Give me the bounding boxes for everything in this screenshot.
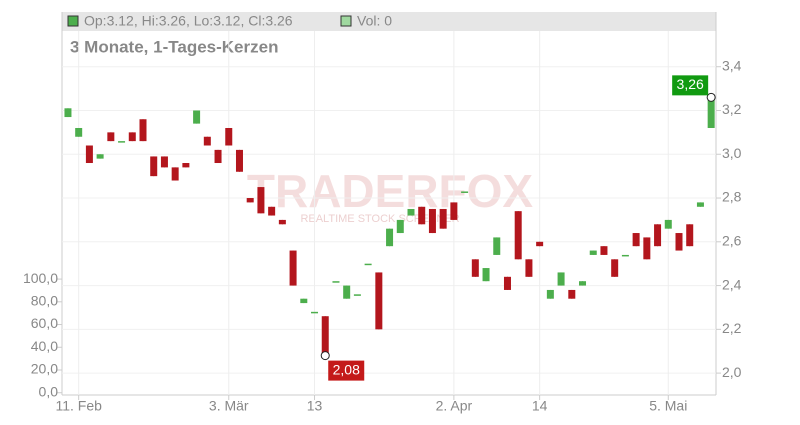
y-tick-label: 2,0	[722, 364, 742, 380]
y-tick-label: 2,8	[722, 189, 742, 205]
candle-body	[246, 198, 254, 203]
candle-body	[225, 127, 233, 146]
candle-body	[654, 224, 662, 247]
candle-body	[696, 202, 704, 207]
candle-body	[118, 141, 126, 143]
legend-volume: Vol: 0	[357, 13, 392, 29]
y2-tick-label: 80,0	[31, 293, 58, 309]
candle-body	[621, 254, 629, 257]
candle-body	[428, 208, 436, 234]
candle-body	[64, 108, 72, 118]
candle-body	[235, 149, 243, 172]
candle-body	[364, 263, 372, 266]
candle-body	[536, 241, 544, 247]
candle-body	[471, 259, 479, 277]
y-tick-label: 2,2	[722, 320, 742, 336]
candle-body	[439, 208, 447, 229]
candle-body	[311, 311, 319, 314]
candle-body	[557, 272, 565, 286]
legend-swatch	[340, 15, 352, 27]
candle-body	[85, 145, 93, 164]
candle-body	[546, 289, 554, 299]
candle-body	[182, 163, 190, 168]
candle-body	[482, 268, 490, 282]
y-tick-label: 3,0	[722, 145, 742, 161]
y2-tick-label: 0,0	[39, 383, 59, 399]
y2-tick-label: 100,0	[23, 270, 58, 286]
candle-body	[214, 149, 222, 164]
candle-body	[203, 136, 211, 146]
legend-bar	[62, 12, 716, 31]
candle-body	[450, 202, 458, 220]
candle-body	[128, 132, 136, 142]
candle-body	[707, 97, 715, 128]
x-tick-label: 2. Apr	[436, 398, 473, 414]
y-tick-label: 3,2	[722, 101, 742, 117]
candle-body	[579, 281, 587, 286]
candle-body	[461, 191, 469, 193]
watermark: TRADERFOX	[247, 165, 534, 217]
x-tick-label: 5. Mai	[649, 398, 687, 414]
x-tick-label: 13	[307, 398, 323, 414]
candle-body	[160, 156, 168, 168]
x-tick-label: 11. Feb	[55, 398, 102, 414]
candle-body	[193, 110, 201, 124]
candle-body	[107, 132, 115, 142]
x-tick-label: 3. Mär	[209, 398, 249, 414]
candle-body	[611, 259, 619, 277]
y-tick-label: 2,4	[722, 276, 742, 292]
candle-body	[514, 211, 522, 260]
candle-body	[686, 224, 694, 247]
candle-body	[493, 237, 501, 255]
candle-body	[503, 276, 511, 290]
candle-body	[96, 154, 104, 159]
candle-body	[75, 127, 83, 137]
candle-body	[407, 208, 415, 216]
candle-body	[150, 156, 158, 177]
candle-body	[632, 233, 640, 247]
candle-body	[589, 250, 597, 255]
candle-body	[386, 228, 394, 247]
candle-body	[343, 285, 351, 299]
x-tick-label: 14	[532, 398, 548, 414]
annotation-box	[328, 360, 365, 381]
candle-body	[268, 206, 276, 216]
legend-swatch	[67, 15, 79, 27]
candle-body	[375, 272, 383, 330]
candle-body	[300, 298, 308, 304]
candle-body	[139, 119, 147, 142]
y2-tick-label: 60,0	[31, 315, 58, 331]
legend-ohlc: Op:3.12, Hi:3.26, Lo:3.12, Cl:3.26	[84, 13, 293, 29]
candle-body	[525, 259, 533, 277]
candle-body	[278, 219, 286, 225]
annotation-marker	[706, 92, 716, 102]
candle-body	[675, 233, 683, 251]
annotation-box	[672, 75, 709, 96]
y-tick-label: 2,6	[722, 233, 742, 249]
candle-body	[418, 206, 426, 225]
candle-body	[664, 219, 672, 229]
candle-body	[332, 281, 340, 283]
y-tick-label: 3,4	[722, 57, 742, 73]
candle-body	[643, 237, 651, 260]
annotation-label: 3,26	[677, 76, 704, 92]
candle-body	[321, 316, 329, 356]
y2-tick-label: 20,0	[31, 361, 58, 377]
candle-body	[600, 246, 608, 255]
candle-body	[289, 250, 297, 286]
annotation-marker	[320, 351, 330, 361]
candle-body	[568, 289, 576, 299]
annotation-label: 2,08	[333, 361, 360, 377]
y2-tick-label: 40,0	[31, 338, 58, 354]
candle-body	[257, 187, 265, 214]
candle-body	[353, 294, 361, 296]
candle-body	[171, 167, 179, 181]
subtitle: 3 Monate, 1-Tages-Kerzen	[70, 37, 278, 56]
candle-body	[396, 219, 404, 234]
